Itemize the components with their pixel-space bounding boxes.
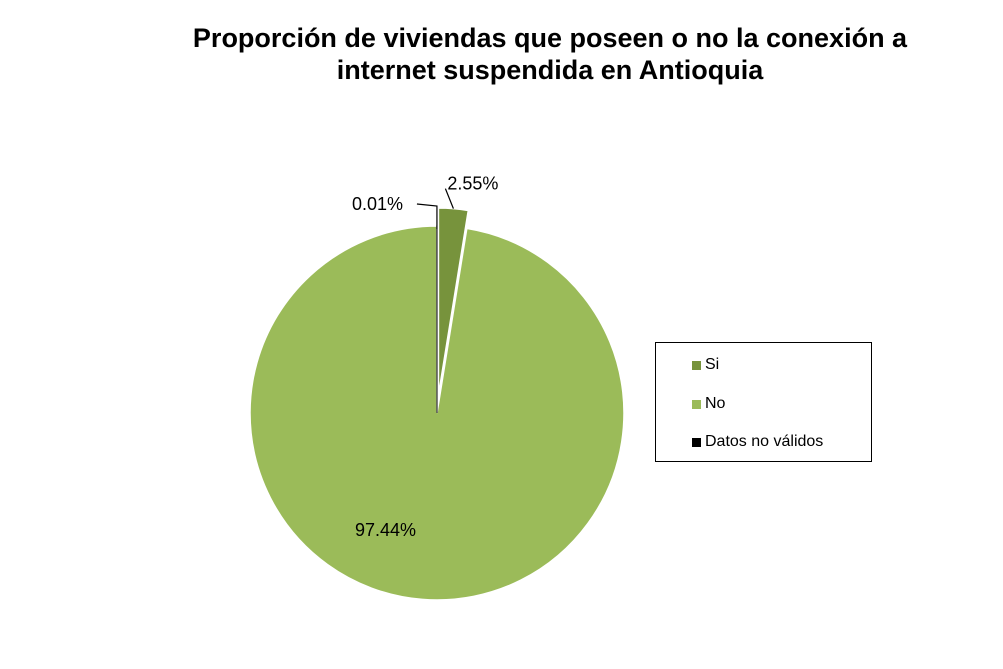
- legend-swatch-datos-no-validos: [692, 437, 701, 447]
- legend-swatch-si: [692, 360, 701, 370]
- leader-line-si: [444, 188, 454, 209]
- legend-item-si: Si: [692, 355, 719, 375]
- data-label-no: 97.44%: [355, 520, 416, 540]
- legend-label-si: Si: [705, 356, 720, 373]
- data-label-si: 2.55%: [447, 174, 498, 194]
- legend-label-no: No: [705, 395, 726, 412]
- legend: Si No Datos no válidos: [655, 342, 872, 462]
- legend-item-datos-no-validos: Datos no válidos: [692, 432, 823, 452]
- legend-item-no: No: [692, 394, 725, 414]
- legend-swatch-no: [692, 399, 701, 409]
- leader-line-datos-no-validos: [416, 203, 438, 230]
- pie-slice-si: [437, 207, 470, 396]
- chart-title-line-1: Proporción de viviendas que poseen o no …: [192, 23, 908, 53]
- chart-title: Proporción de viviendas que poseen o no …: [150, 22, 950, 86]
- legend-label-datos-no-validos: Datos no válidos: [705, 433, 824, 450]
- chart-title-line-2: internet suspendida en Antioquia: [336, 55, 764, 85]
- data-label-datos-no-validos: 0.01%: [352, 194, 403, 214]
